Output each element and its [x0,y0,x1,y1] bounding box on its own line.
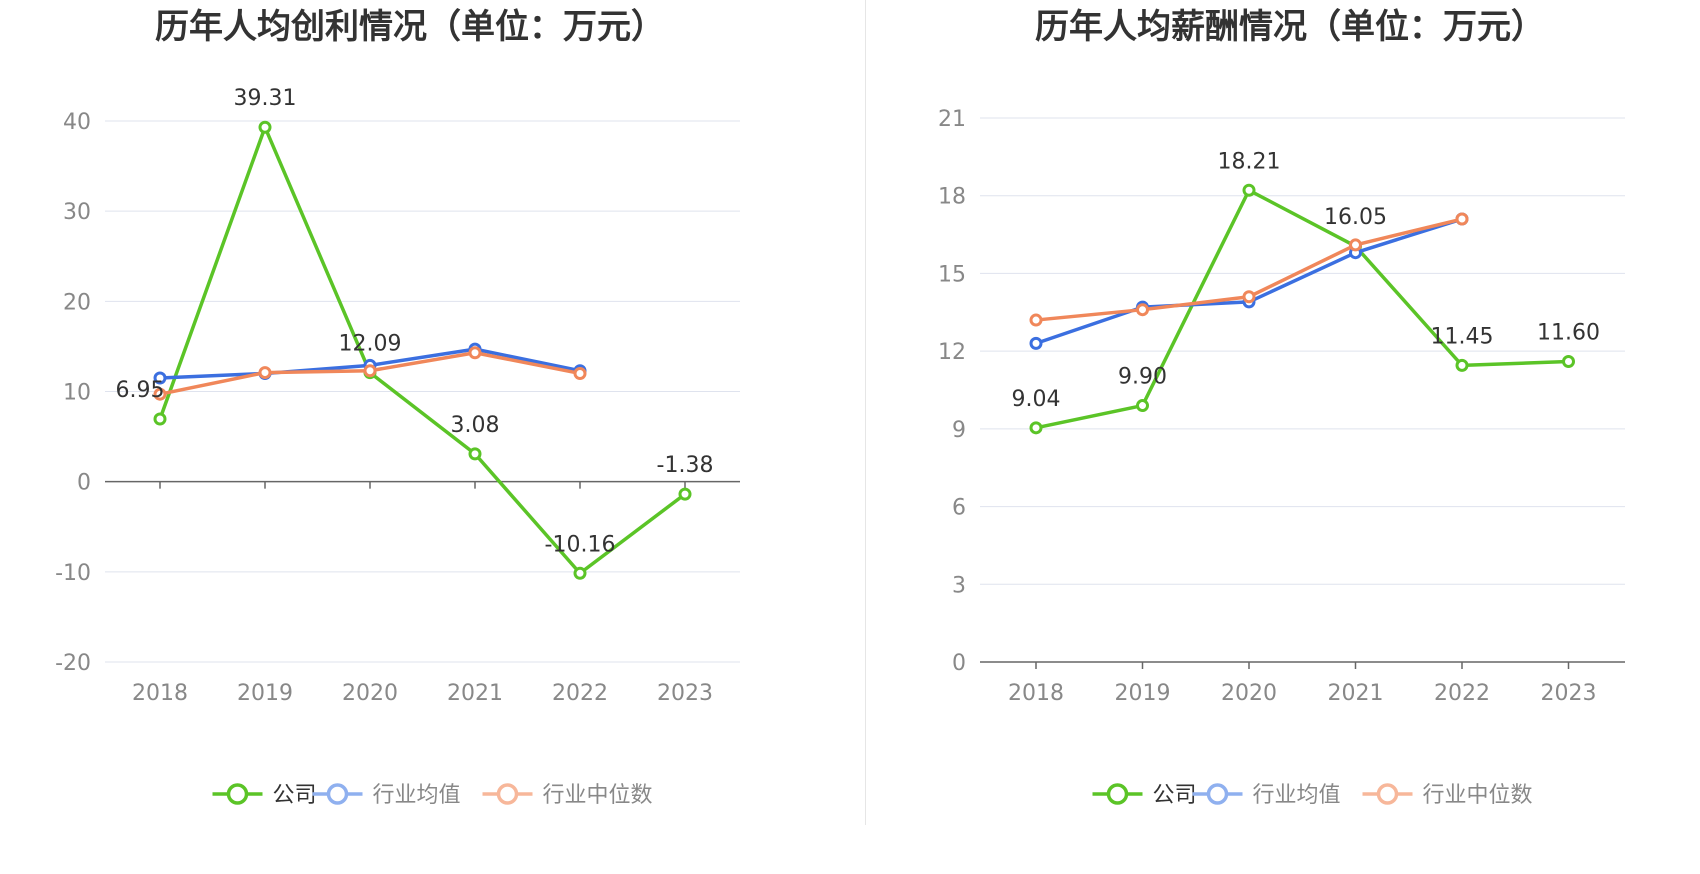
chart-title: 历年人均创利情况（单位：万元） [155,7,665,47]
legend-marker [1106,783,1129,805]
data-label: -1.38 [657,453,714,478]
chart-title: 历年人均薪酬情况（单位：万元） [1035,7,1545,47]
panel-divider [865,0,866,825]
x-tick-label: 2018 [1008,681,1064,706]
series-line-0 [1035,188,1569,430]
y-tick-label: 6 [952,496,966,521]
data-point [1029,421,1043,435]
data-point [1562,355,1575,369]
legend-item-2[interactable]: 行业中位数 [482,783,653,808]
profit-chart-svg: 历年人均创利情况（单位：万元） 40 30 20 10 0 -10 -20 2018 2019 20… [55,7,740,808]
data-label: 6.95 [116,378,165,403]
legend-marker [496,783,519,805]
data-point [1242,290,1256,304]
data-point [153,371,167,385]
x-tick-label: 2023 [1541,681,1597,706]
chart-panel-profit: 历年人均创利情况（单位：万元） 40 30 20 10 0 -10 -20 2018 2019 20… [55,7,740,808]
legend-item-0[interactable]: 公司 [212,783,317,808]
y-tick-label: 30 [63,200,91,225]
data-point [258,120,272,134]
y-tick-label: 15 [938,262,966,287]
data-point [1029,313,1043,327]
legend-item-0[interactable]: 公司 [1092,783,1197,808]
data-point [573,366,587,380]
data-label: 12.09 [339,332,402,357]
y-tick-label: 0 [952,651,966,676]
x-tick-label: 2019 [1115,681,1171,706]
data-point [1136,399,1149,413]
y-tick-label: 0 [77,471,91,496]
series-line-0 [158,125,687,576]
data-label: 18.21 [1218,149,1281,174]
chart-panel-salary: 历年人均薪酬情况（单位：万元） 21 18 15 12 9 6 3 0 2018 2019 2020 2… [850,0,1700,874]
x-tick-label: 2019 [237,681,293,706]
y-tick-label: 3 [952,573,966,598]
data-point [153,387,167,401]
data-label: 3.08 [451,413,500,438]
y-tick-label: 20 [63,290,91,315]
legend-item-1[interactable]: 行业均值 [312,783,461,808]
data-point [573,566,587,580]
legend-item-1[interactable]: 行业均值 [1192,783,1341,808]
data-point [1455,212,1469,226]
x-tick-label: 2018 [132,681,188,706]
data-label: 11.60 [1537,321,1600,346]
legend-marker [1206,783,1229,805]
data-point [678,487,692,501]
legend-marker [226,783,249,805]
legend-label: 行业均值 [1253,783,1341,808]
y-tick-label: 40 [63,110,91,135]
data-point [1455,358,1469,372]
legend-marker [1376,783,1399,805]
x-tick-label: 2021 [1328,681,1384,706]
legend-label: 行业均值 [373,783,461,808]
data-label: 39.31 [234,86,297,111]
data-label: 16.05 [1324,205,1387,230]
y-tick-label: 21 [938,107,966,132]
salary-chart-svg: 历年人均薪酬情况（单位：万元） 21 18 15 12 9 6 3 0 2018 2019 2020 2… [938,7,1625,808]
data-point [153,412,167,426]
y-tick-label: 9 [952,418,966,443]
y-tick-label: 18 [938,185,966,210]
legend-label: 公司 [273,783,317,808]
data-point [1242,183,1256,197]
x-tick-label: 2020 [342,681,398,706]
y-tick-label: -10 [55,561,91,586]
legend-label: 公司 [1153,783,1197,808]
legend-label: 行业中位数 [1423,783,1533,808]
x-tick-label: 2022 [1434,681,1490,706]
data-point [1349,238,1362,252]
data-point [363,364,377,378]
data-point [468,447,482,461]
data-label: 9.04 [1012,387,1061,412]
data-point [258,366,272,380]
data-point [1029,336,1043,350]
legend-item-2[interactable]: 行业中位数 [1362,783,1533,808]
legend-marker [326,783,349,805]
data-label: -10.16 [545,532,616,557]
data-point [1136,303,1149,317]
data-point [468,346,482,360]
y-tick-label: 12 [938,340,966,365]
y-tick-label: -20 [55,651,91,676]
legend-label: 行业中位数 [543,783,653,808]
x-tick-label: 2023 [657,681,713,706]
x-tick-label: 2022 [552,681,608,706]
x-tick-label: 2020 [1221,681,1277,706]
series-line-1 [1035,217,1463,346]
data-label: 9.90 [1118,365,1167,390]
x-tick-label: 2021 [447,681,503,706]
y-tick-label: 10 [63,381,91,406]
data-label: 11.45 [1431,324,1494,349]
